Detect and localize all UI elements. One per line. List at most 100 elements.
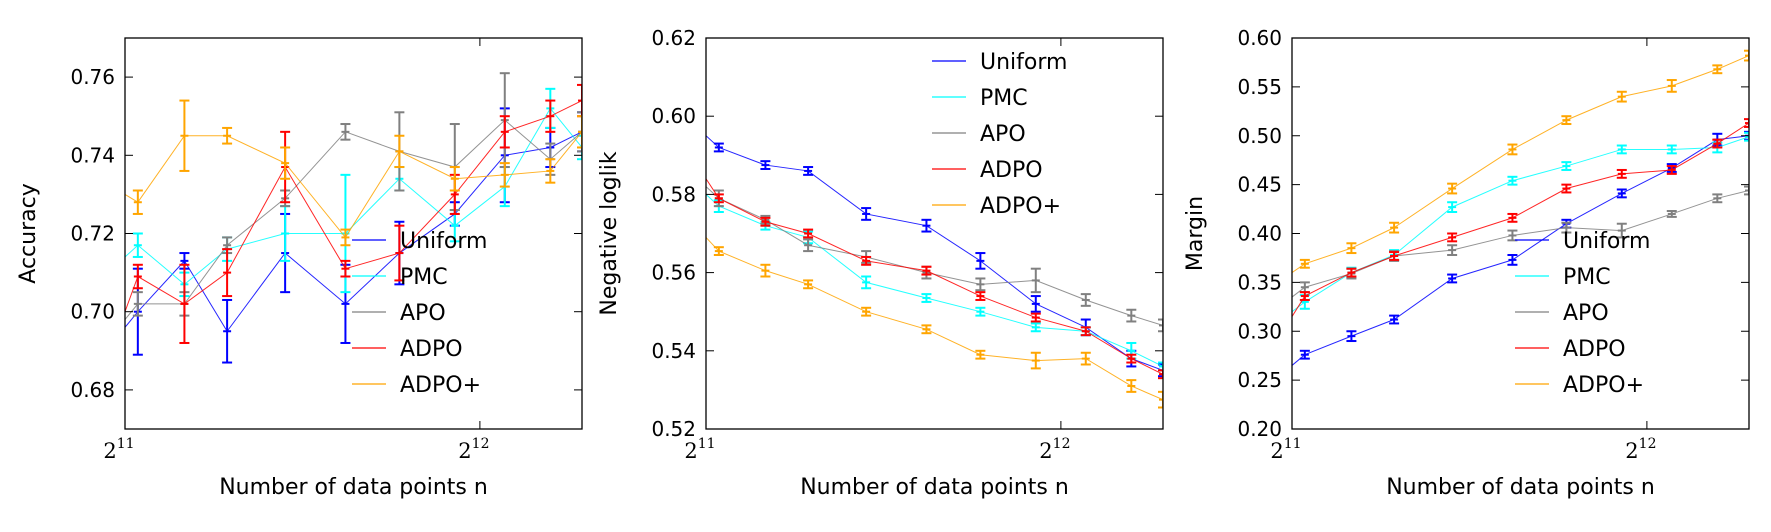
x-tick-base: 2 bbox=[1625, 439, 1638, 463]
error-bar bbox=[713, 193, 724, 204]
error-bar bbox=[577, 115, 582, 149]
error-bar bbox=[975, 277, 986, 292]
axes-frame bbox=[124, 37, 583, 430]
error-bar bbox=[1158, 369, 1163, 380]
error-bar bbox=[499, 162, 510, 188]
y-tick-label: 0.56 bbox=[651, 261, 696, 285]
legend-label: ADPO bbox=[400, 337, 463, 362]
error-bar bbox=[340, 228, 351, 247]
x-tick-exponent: 11 bbox=[117, 436, 135, 452]
series-line-adpo bbox=[1292, 122, 1749, 317]
series-line-apo bbox=[125, 119, 582, 320]
error-bar bbox=[1666, 210, 1677, 218]
error-bar bbox=[1030, 312, 1041, 323]
y-tick-label: 0.25 bbox=[1237, 368, 1282, 392]
x-tick-base: 2 bbox=[458, 439, 471, 463]
error-bar bbox=[1507, 229, 1518, 242]
legend-label: PMC bbox=[980, 86, 1028, 111]
error-bar bbox=[803, 228, 814, 239]
legend: Uniform PMC APO ADPO ADPO+ bbox=[932, 50, 1067, 219]
error-bar bbox=[1744, 185, 1749, 196]
error-bar bbox=[1712, 138, 1723, 149]
x-tick-label: 211 bbox=[1270, 436, 1301, 463]
legend-label: APO bbox=[1563, 301, 1609, 326]
error-bar bbox=[1616, 90, 1627, 103]
error-bar bbox=[713, 246, 724, 257]
legend-label: Uniform bbox=[1563, 229, 1650, 254]
error-bar bbox=[1616, 222, 1627, 239]
x-tick-label: 211 bbox=[103, 436, 134, 463]
y-axis-label: Negative loglik bbox=[597, 151, 622, 315]
plot-area bbox=[125, 72, 582, 364]
error-bar bbox=[1030, 322, 1041, 333]
error-bar bbox=[1666, 79, 1677, 93]
x-tick-exponent: 11 bbox=[1284, 436, 1302, 452]
error-bar bbox=[1447, 273, 1458, 284]
error-bar bbox=[975, 291, 986, 301]
error-bar bbox=[1158, 318, 1163, 333]
error-bar bbox=[803, 166, 814, 176]
y-tick-label: 0.58 bbox=[651, 182, 696, 206]
error-bar bbox=[499, 115, 510, 149]
error-bar bbox=[921, 324, 932, 335]
x-tick-base: 2 bbox=[1270, 439, 1283, 463]
error-bar bbox=[545, 99, 556, 133]
x-axis-label: Number of data points n bbox=[219, 475, 488, 500]
error-bar bbox=[1744, 49, 1749, 62]
x-tick-base: 2 bbox=[684, 439, 697, 463]
error-bar bbox=[1030, 295, 1041, 313]
error-bar bbox=[1616, 144, 1627, 155]
axes-frame bbox=[1291, 37, 1750, 430]
x-tick-exponent: 11 bbox=[698, 436, 716, 452]
error-bar bbox=[1666, 144, 1677, 155]
legend-label: ADPO bbox=[1563, 337, 1626, 362]
error-bar bbox=[1712, 64, 1723, 75]
legend: Uniform PMC APO ADPO ADPO+ bbox=[1515, 229, 1650, 398]
error-bar bbox=[179, 99, 190, 172]
y-tick-label: 0.68 bbox=[70, 378, 115, 402]
error-bar bbox=[921, 293, 932, 303]
error-bar bbox=[1447, 244, 1458, 257]
error-bar bbox=[1299, 291, 1310, 301]
error-bar bbox=[1080, 293, 1091, 307]
error-bar bbox=[760, 263, 771, 278]
legend-label: APO bbox=[980, 122, 1026, 147]
x-tick-label: 211 bbox=[684, 436, 715, 463]
error-bar bbox=[1616, 168, 1627, 179]
error-bar bbox=[545, 158, 556, 184]
error-bar bbox=[1030, 351, 1041, 370]
legend-label: ADPO+ bbox=[400, 373, 481, 398]
error-bar bbox=[921, 218, 932, 233]
series-line-adpo bbox=[706, 178, 1163, 375]
error-bar bbox=[1507, 212, 1518, 223]
legend: Uniform PMC APO ADPO ADPO+ bbox=[352, 229, 487, 398]
y-tick-label: 0.70 bbox=[70, 300, 115, 324]
y-tick-label: 0.60 bbox=[1237, 26, 1282, 50]
error-bar bbox=[1299, 258, 1310, 269]
y-tick-label: 0.60 bbox=[651, 104, 696, 128]
error-bar bbox=[1712, 193, 1723, 204]
x-tick-label: 212 bbox=[458, 436, 489, 463]
error-bar bbox=[1346, 330, 1357, 343]
error-bar bbox=[1447, 232, 1458, 243]
error-bar bbox=[1616, 188, 1627, 199]
series-line-uniform bbox=[1292, 135, 1749, 366]
error-bar bbox=[179, 263, 190, 344]
error-bar bbox=[1346, 267, 1357, 278]
error-bar bbox=[222, 126, 233, 145]
error-bar bbox=[340, 123, 351, 141]
x-tick-base: 2 bbox=[1039, 439, 1052, 463]
x-axis-label: Number of data points n bbox=[1386, 475, 1655, 500]
error-bar bbox=[1389, 314, 1400, 325]
error-bar bbox=[1561, 183, 1572, 194]
error-bar bbox=[1507, 175, 1518, 186]
y-tick-label: 0.20 bbox=[1237, 417, 1282, 441]
error-bar bbox=[1299, 281, 1310, 294]
error-bar bbox=[1666, 165, 1677, 175]
error-bar bbox=[1080, 351, 1091, 366]
error-bar bbox=[222, 248, 233, 298]
series-line-adpo-plus bbox=[706, 237, 1163, 401]
y-tick-label: 0.35 bbox=[1237, 270, 1282, 294]
